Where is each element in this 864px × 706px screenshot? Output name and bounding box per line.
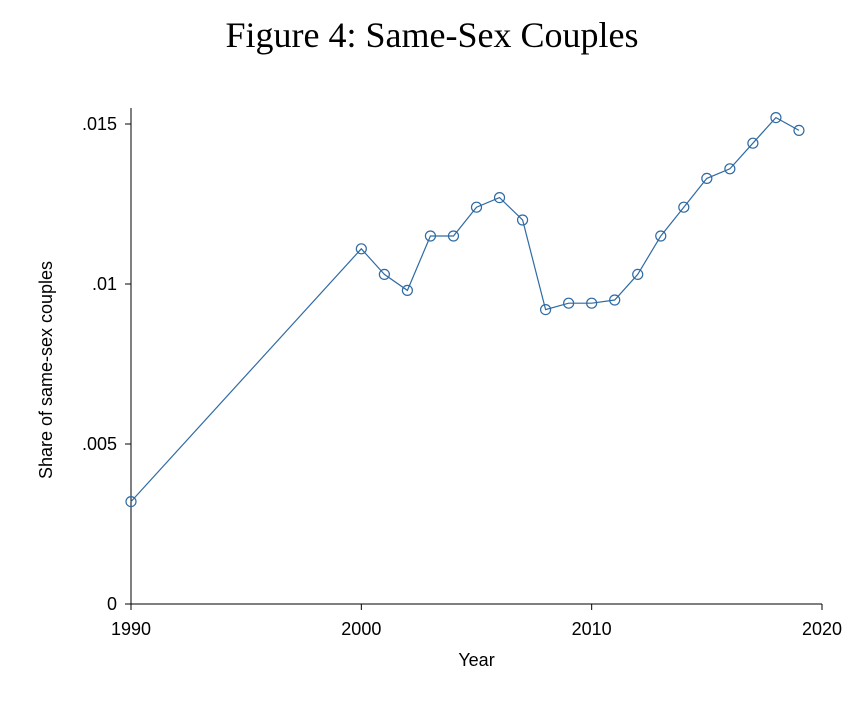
x-tick-label: 2020	[802, 619, 842, 639]
y-tick-label: 0	[107, 594, 117, 614]
data-point	[747, 137, 759, 149]
data-point	[678, 201, 690, 213]
data-point	[355, 243, 367, 255]
data-point	[447, 230, 460, 242]
y-tick-label: .01	[92, 274, 117, 294]
data-point	[609, 294, 621, 306]
data-point	[563, 297, 575, 309]
data-point	[632, 268, 644, 280]
ticks: 1990 2000 2010 2020 0 .005 .01 .015	[82, 114, 842, 639]
data-point	[424, 230, 437, 242]
data-point	[724, 163, 736, 175]
data-point	[378, 268, 390, 280]
y-axis-title: Share of same-sex couples	[36, 261, 56, 479]
data-point	[793, 124, 805, 136]
data-point	[539, 304, 552, 316]
series-line	[130, 116, 800, 503]
data-point	[586, 297, 598, 309]
series	[125, 111, 805, 508]
y-tick-label: .015	[82, 114, 117, 134]
data-point	[493, 192, 506, 204]
x-tick-label: 2010	[572, 619, 612, 639]
x-tick-label: 2000	[341, 619, 381, 639]
data-point	[125, 496, 137, 508]
data-point	[401, 284, 413, 296]
data-point	[516, 214, 529, 226]
data-point	[655, 230, 667, 242]
chart-title: Figure 4: Same-Sex Couples	[225, 15, 639, 55]
x-tick-label: 1990	[111, 619, 151, 639]
data-point	[470, 201, 483, 213]
y-tick-label: .005	[82, 434, 117, 454]
data-point	[770, 111, 782, 124]
data-point	[701, 172, 713, 184]
axes	[130, 108, 822, 605]
x-axis-title: Year	[458, 650, 494, 670]
